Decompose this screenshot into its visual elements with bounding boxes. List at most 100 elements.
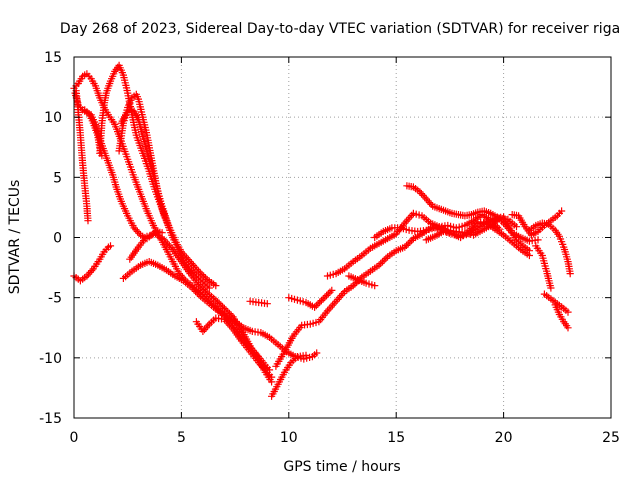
data-point-marker [143, 232, 151, 240]
data-point-marker [566, 270, 574, 278]
y-tick-label: -5 [48, 291, 62, 307]
data-point-marker [409, 209, 417, 217]
data-point-marker [425, 225, 433, 234]
x-axis-title: GPS time / hours [283, 459, 400, 475]
data-point-marker [555, 232, 563, 240]
data-point-marker [558, 238, 566, 246]
series-arc-24 [540, 290, 572, 316]
data-point-marker [205, 284, 213, 292]
data-point-marker [452, 224, 460, 232]
series-arc-22 [525, 219, 574, 278]
data-point-marker [293, 296, 301, 304]
data-point-marker [455, 223, 463, 231]
data-point-marker [422, 226, 430, 234]
data-point-marker [288, 294, 296, 303]
data-point-marker [445, 229, 453, 237]
series-arc-7 [117, 106, 220, 290]
series-arc-10 [126, 230, 276, 386]
data-point-marker [309, 319, 317, 327]
data-point-marker [365, 280, 373, 288]
data-point-marker [564, 324, 572, 332]
x-tick-label: 20 [495, 430, 513, 446]
series-arc-17 [345, 272, 379, 290]
x-tick-label: 15 [387, 430, 405, 446]
data-point-marker [558, 207, 566, 215]
data-point-marker [538, 251, 546, 260]
data-point-marker [402, 225, 410, 234]
y-tick-label: 15 [44, 50, 62, 66]
data-point-marker [302, 351, 310, 359]
series-arc-11 [192, 314, 276, 381]
series-trace [129, 233, 273, 383]
data-point-marker [106, 242, 115, 250]
data-point-marker [312, 318, 320, 327]
data-point-marker [458, 222, 466, 230]
data-point-marker [84, 217, 92, 225]
axis-ticks [73, 56, 612, 419]
data-point-marker [412, 210, 420, 218]
data-point-marker [313, 349, 321, 357]
data-point-marker [158, 229, 166, 237]
x-tick-label: 10 [280, 430, 298, 446]
data-point-marker [371, 282, 379, 290]
series-arc-23 [532, 242, 555, 292]
data-point-marker [329, 270, 337, 278]
data-point-marker [149, 231, 157, 239]
data-point-marker [296, 297, 304, 305]
series-arc-15 [285, 286, 336, 311]
data-point-marker [444, 221, 452, 230]
data-point-marker [428, 225, 436, 233]
data-point-marker [525, 251, 533, 260]
series-arc-25 [551, 301, 572, 332]
data-point-marker [146, 231, 154, 240]
tick-labels: 0 5 10 15 20 25 -15 -10 -5 0 5 10 15 [39, 50, 620, 446]
data-point-marker [396, 224, 405, 232]
data-point-marker [431, 224, 439, 232]
data-point-marker [323, 272, 332, 280]
y-axis-title: SDTVAR / TECUs [7, 180, 23, 295]
series-arc-20 [422, 218, 533, 260]
data-point-marker [263, 300, 271, 308]
data-point-marker [212, 282, 220, 290]
data-point-marker [399, 225, 407, 233]
data-series [70, 61, 574, 400]
series-arc-14 [272, 214, 521, 370]
series-trace [275, 217, 518, 367]
data-point-marker [449, 223, 458, 231]
series-arc-13 [268, 351, 310, 400]
series-arc-9 [119, 258, 321, 363]
data-point-marker [547, 284, 555, 292]
y-tick-label: 5 [53, 170, 62, 186]
data-point-marker [559, 240, 567, 248]
data-point-marker [439, 227, 448, 236]
chart-title: Day 268 of 2023, Sidereal Day-to-day VTE… [60, 21, 620, 37]
data-point-marker [285, 294, 293, 302]
x-tick-label: 25 [602, 430, 620, 446]
series-trace [73, 245, 112, 282]
data-point-marker [328, 286, 336, 294]
data-point-marker [415, 211, 423, 219]
data-point-marker [442, 228, 450, 236]
series-arc-8 [70, 242, 115, 285]
y-tick-label: 10 [44, 110, 62, 126]
y-tick-label: -10 [39, 351, 62, 367]
series-arc-12 [246, 297, 271, 308]
y-tick-label: -15 [39, 411, 62, 427]
data-point-marker [556, 235, 565, 243]
data-point-marker [306, 320, 314, 328]
data-point-marker [290, 295, 299, 303]
series-arc-19 [403, 182, 533, 255]
data-point-marker [368, 281, 376, 289]
data-point-marker [564, 308, 572, 316]
data-point-marker [434, 225, 442, 233]
data-point-marker [512, 223, 521, 231]
grid [74, 57, 611, 418]
data-point-marker [447, 222, 455, 230]
data-point-marker [299, 298, 307, 306]
y-tick-label: 0 [53, 231, 62, 247]
data-point-marker [534, 236, 542, 244]
data-point-marker [362, 279, 370, 287]
x-tick-label: 5 [177, 430, 186, 446]
data-point-marker [326, 271, 334, 279]
